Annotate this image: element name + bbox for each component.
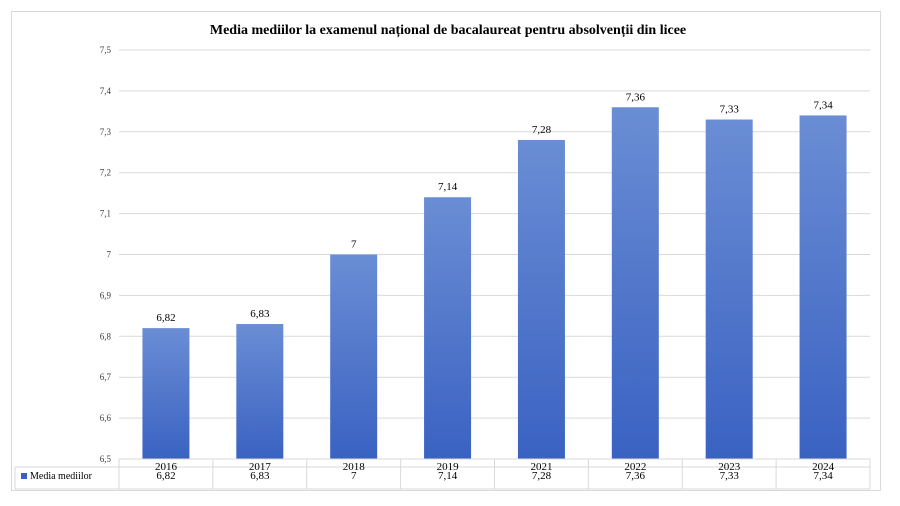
y-axis: 6,5 6,6 6,7 6,8 6,9 7 7,1 7,2 7,3 7,4 7,5 — [100, 45, 112, 464]
x-tick-label: 2017 — [249, 461, 272, 473]
y-tick-label: 6,9 — [100, 290, 112, 300]
x-tick-label: 2022 — [624, 461, 646, 473]
table-value-2021: 7,28 — [532, 470, 552, 482]
data-label-2018: 7 — [351, 239, 357, 251]
x-tick-label: 2021 — [530, 461, 552, 473]
bar-2021 — [517, 139, 565, 459]
y-tick-label: 7,2 — [100, 168, 111, 178]
bars — [142, 107, 847, 460]
table-value-2017: 6,83 — [250, 470, 270, 482]
table-value-2016: 6,82 — [156, 470, 175, 482]
data-label-2016: 6,82 — [156, 312, 175, 324]
y-tick-label: 7,5 — [100, 45, 112, 55]
y-tick-label: 6,7 — [100, 372, 112, 382]
data-label-2022: 7,36 — [626, 91, 646, 103]
gridlines — [119, 49, 870, 460]
data-label-2017: 6,83 — [250, 308, 270, 320]
data-label-2023: 7,33 — [720, 104, 740, 116]
table-value-2019: 7,14 — [438, 470, 458, 482]
data-labels: 6,82 6,83 7 7,14 7,28 7,36 7,33 7,34 — [156, 91, 833, 324]
legend-series-name: Media mediilor — [30, 471, 93, 482]
x-tick-label: 2019 — [437, 461, 460, 473]
x-tick-label: 2024 — [812, 461, 835, 473]
y-tick-label: 6,6 — [100, 413, 112, 423]
chart-title: Media mediilor la examenul național de b… — [210, 23, 686, 38]
table-value-2024: 7,34 — [813, 470, 833, 482]
x-tick-label: 2023 — [718, 461, 741, 473]
data-label-2021: 7,28 — [532, 124, 552, 136]
legend-key — [21, 473, 27, 479]
x-tick-label: 2018 — [343, 461, 366, 473]
data-label-2024: 7,34 — [813, 99, 833, 111]
y-tick-label: 7,3 — [100, 127, 112, 137]
y-tick-label: 7,4 — [100, 86, 112, 96]
bar-2017 — [236, 324, 284, 459]
y-tick-label: 6,5 — [100, 454, 112, 464]
bar-2023 — [705, 119, 753, 459]
bar-2022 — [611, 107, 659, 459]
table-value-2018: 7 — [351, 470, 357, 482]
bar-2019 — [424, 197, 472, 460]
data-table: 2016 2017 2018 2019 2021 2022 2023 2024 Media me… — [14, 458, 871, 490]
bar-chart: Media mediilor la examenul național de b… — [14, 23, 871, 490]
bar-2018 — [330, 254, 378, 459]
table-value-2023: 7,33 — [720, 470, 740, 482]
y-tick-label: 7,1 — [100, 209, 111, 219]
table-value-2022: 7,36 — [626, 470, 646, 482]
y-tick-label: 6,8 — [100, 331, 112, 341]
data-label-2019: 7,14 — [438, 181, 458, 193]
bar-2016 — [142, 328, 190, 459]
chart-frame: Media mediilor la examenul național de b… — [11, 11, 881, 491]
y-tick-label: 7 — [107, 250, 112, 260]
bar-2024 — [799, 115, 847, 459]
x-tick-label: 2016 — [155, 461, 178, 473]
